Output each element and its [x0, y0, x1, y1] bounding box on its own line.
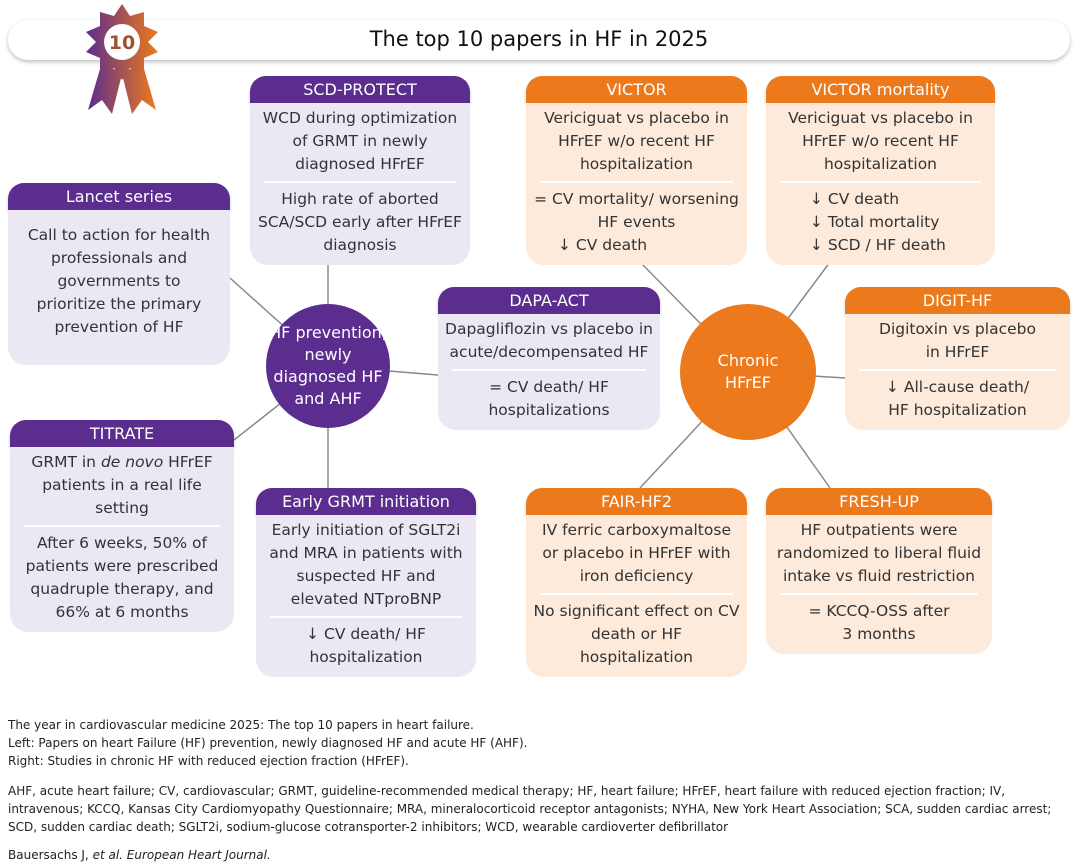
- box-dapa-act: DAPA-ACT Dapagliflozin vs placebo in acut…: [438, 287, 660, 430]
- box-victor: VICTOR Vericiguat vs placebo in HFrEF w/o…: [526, 76, 747, 265]
- box-scd-protect: SCD-PROTECT WCD during optimization of GR…: [250, 76, 470, 265]
- box-fresh-up: FRESH-UP HF outpatients were randomized t…: [766, 488, 992, 654]
- hub-hf-prevention: HF prevention, newly diagnosed HF and AH…: [266, 304, 390, 428]
- box-digit-hf: DIGIT-HF Digitoxin vs placebo in HFrEF ↓ A…: [845, 287, 1070, 430]
- badge-number: 10: [109, 32, 135, 54]
- abbreviations: AHF, acute heart failure; CV, cardiovasc…: [8, 784, 1052, 834]
- title-bar: The top 10 papers in HF in 2025: [8, 20, 1070, 60]
- box-fair-hf2: FAIR-HF2 IV ferric carboxymaltose or plac…: [526, 488, 747, 677]
- caption: The year in cardiovascular medicine 2025…: [8, 718, 528, 768]
- box-lancet-series: Lancet series Call to action for health p…: [8, 183, 230, 365]
- page-title: The top 10 papers in HF in 2025: [369, 27, 709, 51]
- box-early-grmt: Early GRMT initiation Early initiation of…: [256, 488, 476, 677]
- award-ribbon-icon: 10: [86, 4, 158, 114]
- hub-chronic-hfref: Chronic HFrEF: [680, 304, 816, 440]
- box-victor-mortality: VICTOR mortality Vericiguat vs placebo in…: [766, 76, 995, 265]
- box-titrate: TITRATE GRMT in de novo HFrEF patients in…: [10, 420, 234, 632]
- citation: Bauersachs J, et al. European Heart Jour…: [8, 848, 271, 862]
